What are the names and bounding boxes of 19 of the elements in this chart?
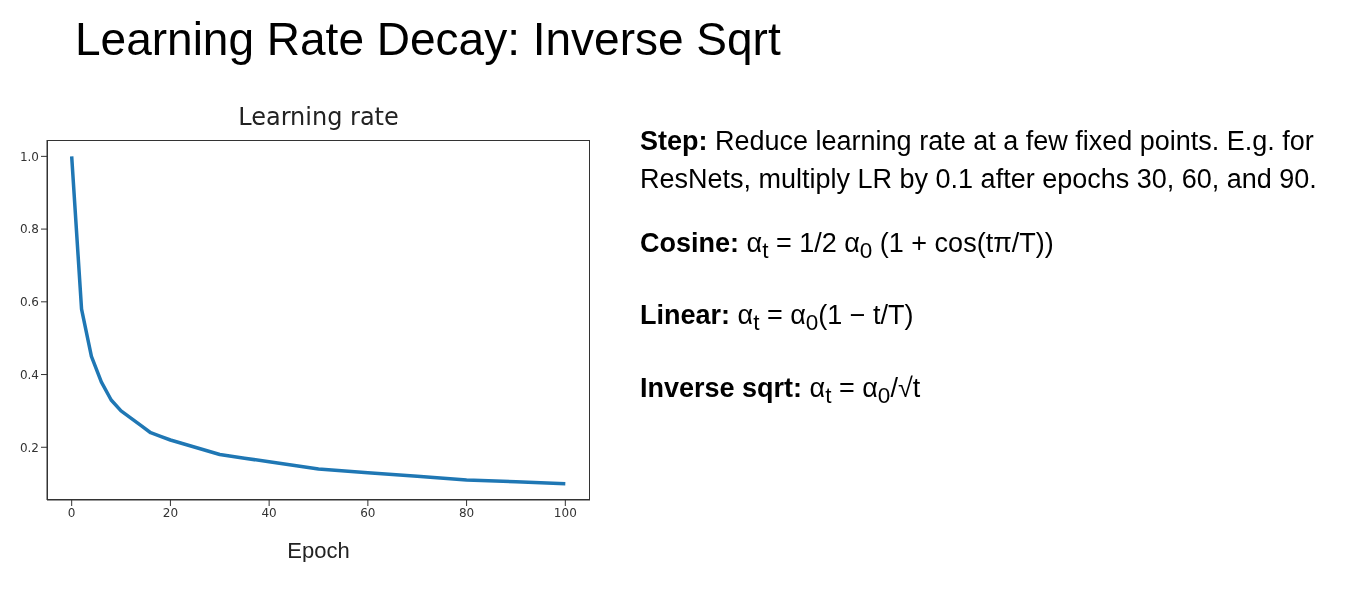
text: Linear: α$_{t}$ = α$_{0}$(1 − t/T)	[640, 300, 914, 336]
y-tick-label: 0.4	[19, 367, 39, 382]
x-tick-label: 80	[458, 505, 475, 520]
x-tick-label: 0	[67, 505, 76, 520]
y-tick-label: 0.6	[19, 295, 39, 310]
x-tick-label: 20	[162, 505, 179, 520]
y-tick-label: 0.8	[19, 222, 39, 237]
y-tick-label: 0.2	[19, 440, 39, 455]
x-axis-title: Epoch	[287, 538, 350, 563]
chart-title: Learning Rate Decay: Inverse Sqrt	[75, 12, 781, 66]
x-tick-label: 40	[261, 505, 277, 520]
text: Cosine: α$_{t}$ = 1/2 α$_{0}$ (1 + cos(tπ/T))	[640, 228, 1054, 264]
text: Inverse sqrt: α$_{t}$ = α$_{0}$/√t	[640, 372, 921, 409]
text: Step: Reduce learning rate at a few fixed points. E.g. for ResNets, multiply LR by 0.1 after epochs 30, 60, and 90.	[640, 126, 1317, 194]
x-tick-label: 60	[360, 505, 376, 520]
chart-subtitle: Learning rate	[237, 103, 400, 131]
x-tick-label: 100	[553, 505, 577, 520]
y-tick-label: 1.0	[19, 149, 39, 164]
line-series	[69, 154, 568, 486]
